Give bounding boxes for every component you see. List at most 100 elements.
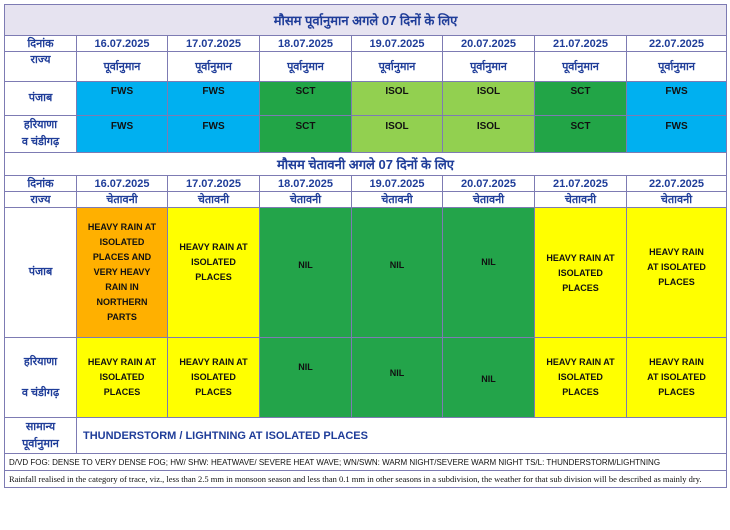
state-haryana: हरियाणा व चंडीगढ़ [4, 115, 77, 153]
forecast-date: 19.07.2025 [351, 35, 443, 52]
warning-date: 19.07.2025 [351, 175, 443, 192]
warning-date: 22.07.2025 [625, 175, 728, 192]
forecast-cell: FWS [76, 115, 168, 153]
warning-cell: HEAVY RAIN AT ISOLATED PLACES [625, 207, 728, 338]
footer-abbreviations: D/VD FOG: DENSE TO VERY DENSE FOG; HW/ S… [3, 453, 728, 471]
warning-cell: NIL [351, 337, 443, 418]
forecast-date: 18.07.2025 [259, 35, 352, 52]
general-label-line2: पूर्वानुमान [22, 437, 59, 450]
weather-bulletin: मौसम पूर्वानुमान अगले 07 दिनों के लिए दि… [3, 4, 728, 488]
warning-cell: NIL [351, 207, 443, 338]
warning-text-line: HEAVY RAIN AT [546, 357, 615, 367]
warning-text-line: ISOLATED [191, 372, 236, 382]
warning-date: 21.07.2025 [534, 175, 627, 192]
warning-text-line: HEAVY RAIN [649, 357, 704, 367]
bulletin-table: मौसम पूर्वानुमान अगले 07 दिनों के लिए दि… [3, 4, 728, 488]
forecast-state-label: राज्य [4, 51, 77, 82]
warning-subheader: चेतावनी [167, 191, 260, 208]
state-haryana-line1: हरियाणा [23, 119, 58, 131]
warning-text-line: NIL [298, 362, 313, 372]
warning-state-label: राज्य [4, 191, 77, 208]
forecast-subheader: पूर्वानुमान [351, 51, 443, 82]
warning-cell: NIL [259, 207, 352, 338]
warning-date: 18.07.2025 [259, 175, 352, 192]
warning-date: 16.07.2025 [76, 175, 168, 192]
warning-text-line: PLACES [658, 387, 695, 397]
warning-subheader: चेतावनी [625, 191, 728, 208]
warning-text-line: NIL [389, 260, 405, 270]
warning-cell: HEAVY RAIN AT ISOLATED PLACES [167, 337, 260, 418]
warning-text-line: PLACES [195, 387, 232, 397]
warning-text-line: NIL [298, 260, 313, 270]
forecast-cell: FWS [625, 115, 728, 153]
warning-text-line: HEAVY RAIN [649, 247, 704, 257]
forecast-title: मौसम पूर्वानुमान अगले 07 दिनों के लिए [3, 4, 728, 36]
forecast-date: 20.07.2025 [442, 35, 535, 52]
warning-text-line: ISOLATED [191, 257, 236, 267]
warning-text-line: HEAVY RAIN AT [87, 222, 157, 232]
warning-row-punjab: पंजाब HEAVY RAIN AT ISOLATED PLACES AND VER… [4, 207, 728, 338]
warning-date: 17.07.2025 [167, 175, 260, 192]
forecast-date-row: दिनांक 16.07.2025 17.07.2025 18.07.2025 … [4, 35, 728, 52]
forecast-date: 21.07.2025 [534, 35, 627, 52]
warning-text-line: AT ISOLATED [647, 262, 706, 272]
warning-state-haryana-line1: हरियाणा [23, 355, 58, 368]
warning-row-haryana: हरियाणा व चंडीगढ़ HEAVY RAIN AT ISOLATED P… [4, 337, 728, 418]
forecast-subheader: पूर्वानुमान [534, 51, 627, 82]
forecast-cell: FWS [167, 81, 260, 116]
warning-text-line: ISOLATED [558, 268, 603, 278]
warning-text-line: PLACES [658, 277, 695, 287]
general-label-line1: सामान्य [25, 420, 56, 433]
forecast-cell: SCT [534, 115, 627, 153]
forecast-cell: FWS [167, 115, 260, 153]
forecast-subheader: पूर्वानुमान [76, 51, 168, 82]
general-label: सामान्य पूर्वानुमान [4, 417, 77, 454]
warning-text-line: HEAVY RAIN AT [87, 357, 157, 367]
forecast-cell: ISOL [351, 115, 443, 153]
warning-text-line: RAIN IN [105, 282, 139, 292]
warning-text-line: ISOLATED [99, 372, 145, 382]
forecast-row-haryana: हरियाणा व चंडीगढ़ FWS FWS SCT ISOL ISOL … [4, 115, 728, 153]
warning-cell: HEAVY RAIN AT ISOLATED PLACES [167, 207, 260, 338]
warning-text-line: HEAVY RAIN AT [179, 242, 248, 252]
forecast-cell: SCT [534, 81, 627, 116]
warning-cell: HEAVY RAIN AT ISOLATED PLACES AND VERY HEAV… [76, 207, 168, 338]
forecast-date: 17.07.2025 [167, 35, 260, 52]
forecast-date-label: दिनांक [4, 35, 77, 52]
warning-subheader: चेतावनी [259, 191, 352, 208]
warning-cell: NIL [442, 207, 535, 338]
forecast-subheader-row: राज्य पूर्वानुमान पूर्वानुमान पूर्वानुमा… [4, 51, 728, 82]
warning-date-label: दिनांक [4, 175, 77, 192]
footer-note: Rainfall realised in the category of tra… [3, 470, 728, 488]
warning-text-line: NORTHERN [96, 297, 148, 307]
forecast-cell: ISOL [442, 81, 535, 116]
warning-cell: NIL [442, 337, 535, 418]
warning-subheader-row: राज्य चेतावनी चेतावनी चेतावनी चेतावनी चे… [4, 191, 728, 208]
warning-text-line: PLACES [562, 283, 599, 293]
forecast-subheader: पूर्वानुमान [442, 51, 535, 82]
warning-text-line: HEAVY RAIN AT [179, 357, 248, 367]
forecast-cell: SCT [259, 81, 352, 116]
warning-state-haryana-line2: व चंडीगढ़ [21, 386, 60, 399]
warning-text-line: VERY HEAVY [93, 267, 151, 277]
forecast-date: 16.07.2025 [76, 35, 168, 52]
forecast-date: 22.07.2025 [625, 35, 728, 52]
warning-cell: HEAVY RAIN AT ISOLATED PLACES [76, 337, 168, 418]
state-punjab: पंजाब [4, 81, 77, 116]
forecast-subheader: पूर्वानुमान [625, 51, 728, 82]
forecast-subheader: पूर्वानुमान [167, 51, 260, 82]
warning-text-line: AT ISOLATED [647, 372, 706, 382]
warning-title: मौसम चेतावनी अगले 07 दिनों के लिए [3, 152, 728, 176]
forecast-row-punjab: पंजाब FWS FWS SCT ISOL ISOL SCT FWS [4, 81, 728, 116]
warning-text-line: PARTS [107, 312, 137, 322]
forecast-cell: SCT [259, 115, 352, 153]
warning-text-line: ISOLATED [558, 372, 603, 382]
warning-text-line: PLACES AND [92, 252, 152, 262]
forecast-cell: ISOL [442, 115, 535, 153]
forecast-cell: FWS [76, 81, 168, 116]
warning-text-line: NIL [481, 257, 496, 267]
warning-state-haryana: हरियाणा व चंडीगढ़ [4, 337, 77, 418]
warning-state-punjab: पंजाब [4, 207, 77, 338]
warning-text-line: HEAVY RAIN AT [546, 253, 615, 263]
warning-date: 20.07.2025 [442, 175, 535, 192]
